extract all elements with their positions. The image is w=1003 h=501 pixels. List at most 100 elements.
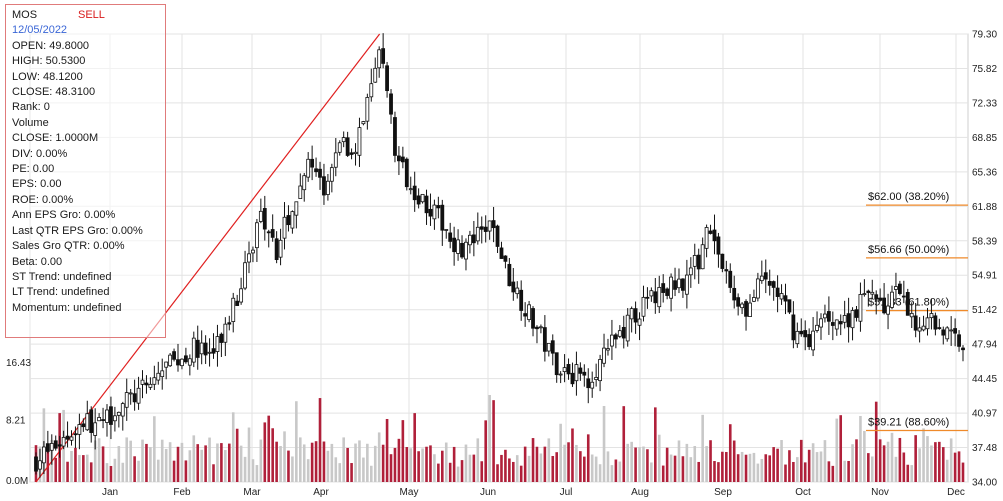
info-line: CLOSE: 48.3100 — [12, 86, 96, 99]
candle-body — [775, 287, 780, 297]
candle-body — [247, 253, 251, 263]
volume-bar — [342, 437, 345, 482]
volume-bar — [66, 461, 69, 482]
axes: 79.30 75.82 72.33 68.85 65.36 61.88 58.39 54.91… — [6, 30, 997, 499]
candle-body — [172, 351, 176, 360]
candle-body — [759, 275, 764, 282]
candle-body — [582, 371, 587, 376]
volume-bar — [571, 428, 574, 482]
candle-body — [566, 364, 571, 375]
volume-bar — [788, 450, 791, 482]
volume-bar — [85, 454, 89, 482]
volume-bar — [780, 440, 783, 482]
volume-bar — [385, 418, 389, 482]
candle-body — [341, 137, 346, 143]
candle-body — [444, 229, 449, 231]
fibonacci-levels: $62.00 (38.20%)$56.66 (50.00%)$51.33 (61… — [866, 191, 968, 432]
candle-body — [164, 361, 169, 368]
candle-body — [404, 158, 409, 188]
candle-body — [791, 314, 796, 341]
candle-body — [842, 315, 847, 323]
candle-body — [460, 243, 464, 258]
volume-bar — [598, 464, 602, 482]
candle-body — [61, 437, 66, 447]
month-tick-label: Oct — [795, 487, 811, 498]
candle-body — [744, 301, 748, 317]
candle-body — [310, 158, 315, 168]
price-tick-label: 40.97 — [972, 409, 997, 420]
candle-body — [385, 65, 389, 92]
candle-body — [570, 372, 575, 385]
volume-bar — [626, 443, 630, 482]
candle-body — [894, 286, 898, 290]
candle-body — [629, 308, 634, 320]
volume-bar — [523, 446, 527, 482]
candle-body — [917, 327, 922, 332]
candle-body — [156, 372, 161, 381]
volume-bar — [559, 423, 562, 482]
candle-body — [696, 254, 701, 270]
fib-label: $62.00 (38.20%) — [868, 191, 949, 203]
candle-body — [109, 406, 113, 425]
volume-bar — [504, 449, 507, 482]
trend-line-segment — [35, 33, 381, 483]
volume-bar — [306, 459, 310, 482]
info-line: EPS: 0.00 — [12, 178, 62, 191]
volume-bar — [192, 435, 196, 482]
volume-bar — [819, 451, 823, 482]
candle-body — [408, 188, 413, 191]
candle-body — [144, 382, 149, 386]
candle-body — [578, 367, 583, 374]
volume-bar — [740, 451, 744, 482]
month-tick-label: Dec — [947, 487, 965, 498]
info-line: Sales Gro QTR: 0.00% — [12, 240, 125, 253]
volume-bar — [949, 438, 953, 482]
volume-bar — [322, 441, 326, 482]
volume-bar — [74, 447, 77, 482]
candle-body — [752, 297, 756, 302]
volume-bar — [941, 447, 945, 482]
volume-bar — [851, 444, 854, 482]
volume-bar — [527, 455, 531, 482]
volume-bar — [586, 434, 590, 482]
candle-body — [830, 322, 835, 326]
volume-bar — [752, 452, 756, 482]
volume-bar — [267, 415, 271, 482]
volume-bar — [180, 442, 184, 482]
volume-tick-label: 0.0M — [6, 476, 28, 487]
volume-bar — [945, 459, 949, 482]
volume-bar — [149, 447, 152, 482]
candle-body — [539, 326, 543, 329]
volume-bar — [54, 457, 58, 482]
volume-bar — [172, 460, 176, 482]
volume-bar — [693, 445, 697, 482]
candle-body — [326, 180, 330, 195]
volume-bar — [500, 454, 503, 482]
price-tick-label: 37.48 — [972, 443, 997, 454]
volume-bar — [401, 420, 405, 482]
candle-body — [432, 204, 437, 220]
volume-bar — [437, 463, 440, 482]
volume-bar — [145, 443, 148, 482]
volume-bar — [799, 439, 803, 482]
info-line: Beta: 0.00 — [12, 255, 63, 268]
volume-bar — [259, 439, 263, 482]
volume-bar — [492, 400, 495, 482]
candle-body — [183, 355, 188, 363]
volume-bar — [464, 444, 468, 482]
volume-bar — [938, 441, 941, 482]
candle-body — [499, 247, 504, 259]
volume-bar — [961, 462, 965, 482]
candle-body — [191, 337, 196, 363]
candle-body — [783, 295, 788, 302]
candle-body — [665, 288, 670, 296]
candle-body — [542, 327, 547, 352]
candle-body — [389, 93, 393, 115]
candle-body — [503, 255, 508, 262]
volume-bar — [551, 455, 555, 482]
candle-body — [140, 379, 145, 385]
candle-body — [148, 383, 153, 388]
volume-bar — [705, 446, 708, 482]
candle-body — [136, 387, 141, 404]
